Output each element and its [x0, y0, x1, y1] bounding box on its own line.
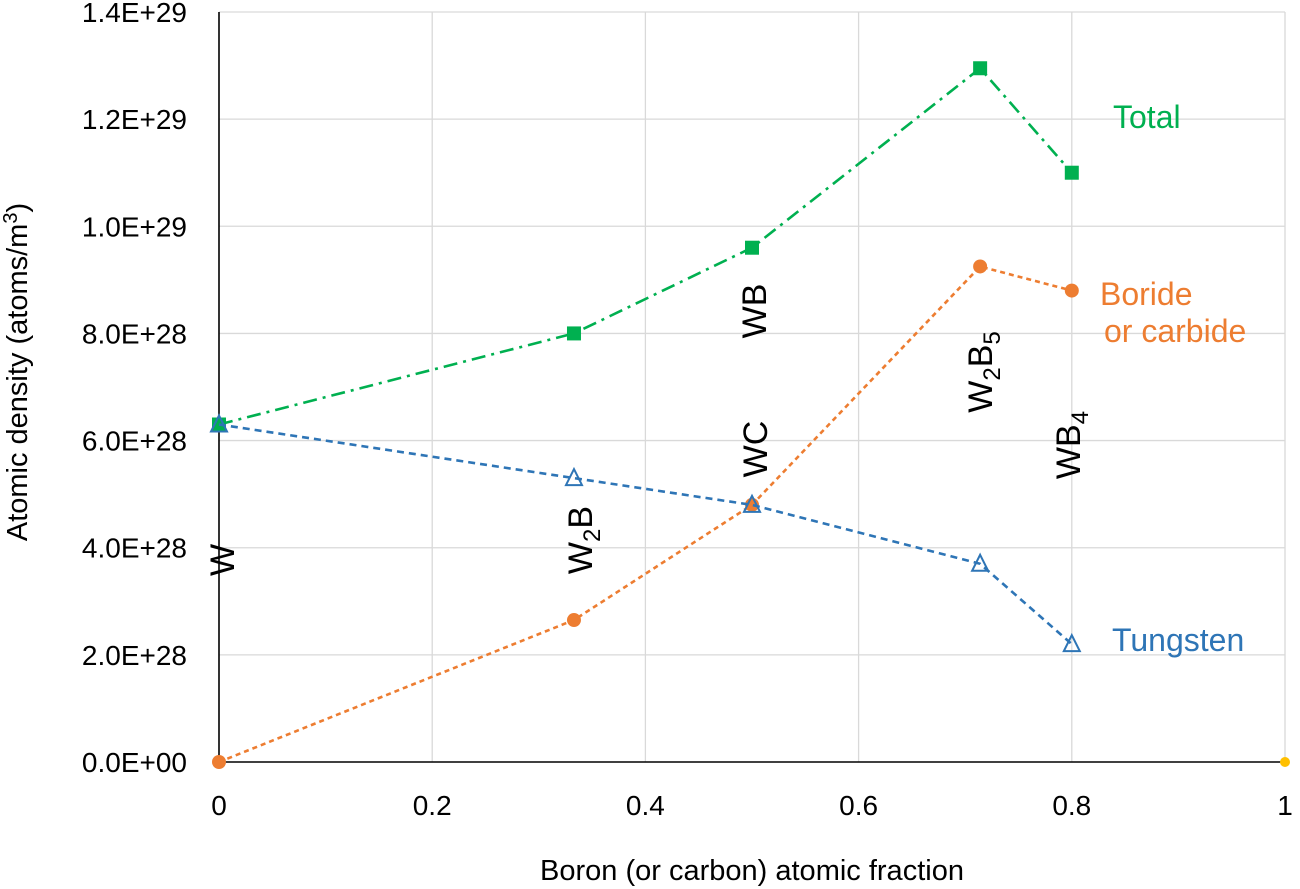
- boride-or-carbide-point: [212, 755, 226, 769]
- x-tick-label: 0: [211, 790, 227, 821]
- x-tick-label: 0.2: [413, 790, 452, 821]
- tungsten-point: [209, 413, 229, 433]
- y-tick-label: 0.0E+00: [82, 747, 187, 778]
- x-tick-label: 1: [1277, 790, 1293, 821]
- tungsten-point: [970, 552, 990, 572]
- y-tick-label: 1.4E+29: [82, 0, 187, 28]
- compound-label: W: [204, 544, 242, 576]
- y-tick-label: 4.0E+28: [82, 533, 187, 564]
- series-label: Tungsten: [1112, 622, 1244, 658]
- grid: [219, 11, 1286, 762]
- compound-label: WC: [737, 421, 775, 478]
- tungsten-point: [742, 493, 762, 513]
- y-tick-label: 2.0E+28: [82, 640, 187, 671]
- series-label: Total: [1113, 99, 1181, 135]
- tungsten-point: [1062, 632, 1082, 653]
- x-axis-label: Boron (or carbon) atomic fraction: [540, 855, 964, 887]
- boride-or-carbide-point: [566, 613, 581, 628]
- total-point: [973, 61, 988, 76]
- x-tick-label: 0.8: [1052, 790, 1091, 821]
- compound-label: W2B5: [962, 331, 1006, 413]
- y-tick-label: 1.0E+29: [82, 211, 187, 242]
- x-tick-label: 0.4: [626, 790, 665, 821]
- compound-label: WB4: [1050, 411, 1094, 479]
- x-tick-labels: 0 0.2 0.4 0.6 0.8 1: [211, 790, 1293, 821]
- y-tick-label: 1.2E+29: [82, 104, 187, 135]
- y-tick-labels: 0.0E+00 2.0E+28 4.0E+28 6.0E+28 8.0E+28 1.0E+…: [82, 0, 187, 778]
- series-label: or carbide: [1104, 313, 1246, 349]
- x-tick-label: 0.6: [839, 790, 878, 821]
- total-point: [745, 240, 759, 255]
- total-point: [566, 326, 581, 341]
- y-axis-label: Atomic density (atoms/m3): [0, 203, 34, 541]
- compound-label: WB: [736, 284, 774, 339]
- series-group: [209, 61, 1290, 769]
- y-tick-label: 8.0E+28: [82, 318, 187, 349]
- extra-point: [1280, 757, 1290, 767]
- total-point: [1064, 165, 1079, 180]
- boride-or-carbide-point: [1064, 283, 1079, 298]
- axes: [218, 12, 1285, 763]
- compound-label: W2B: [562, 506, 606, 574]
- boride-or-carbide-point: [973, 259, 988, 274]
- series-label: Boride: [1100, 276, 1193, 312]
- y-tick-label: 6.0E+28: [82, 426, 187, 457]
- tungsten-point: [564, 466, 584, 487]
